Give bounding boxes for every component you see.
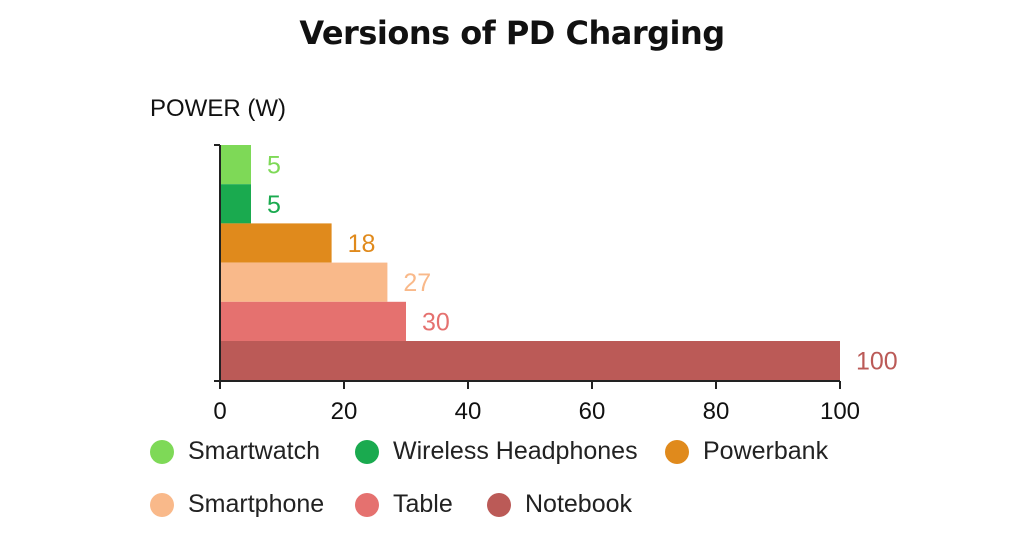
legend-label: Table bbox=[393, 490, 453, 518]
bars-layer bbox=[220, 145, 840, 381]
legend-dot-icon bbox=[355, 439, 379, 464]
value-label: 5 bbox=[267, 152, 281, 180]
legend-item: Notebook bbox=[487, 490, 632, 519]
bar-smartphone bbox=[220, 262, 388, 302]
x-tick-label: 100 bbox=[820, 398, 860, 425]
legend-label: Notebook bbox=[525, 490, 633, 518]
legend-item: Smartwatch bbox=[150, 437, 320, 466]
axis-layer: 0 20 40 60 80 100 bbox=[213, 144, 860, 425]
legend-label: Wireless Headphones bbox=[393, 437, 638, 465]
bar-notebook bbox=[220, 341, 840, 381]
legend-item: Table bbox=[355, 490, 453, 519]
legend-item: Wireless Headphones bbox=[355, 437, 638, 466]
x-tick-label: 0 bbox=[213, 398, 226, 425]
legend-dot-icon bbox=[487, 492, 511, 517]
legend-dot-icon bbox=[665, 439, 689, 464]
value-label: 30 bbox=[422, 308, 450, 336]
value-label: 27 bbox=[403, 269, 431, 297]
bar-table bbox=[220, 301, 406, 341]
legend-item: Powerbank bbox=[665, 437, 828, 466]
x-tick-label: 60 bbox=[579, 398, 606, 425]
value-label: 5 bbox=[267, 191, 281, 219]
bar-smartwatch bbox=[220, 145, 251, 185]
x-tick-label: 80 bbox=[703, 398, 730, 425]
legend-dot-icon bbox=[150, 439, 174, 464]
bar-wireless-headphones bbox=[220, 184, 251, 224]
legend-dot-icon bbox=[150, 492, 174, 517]
bar-powerbank bbox=[220, 223, 332, 263]
x-tick-label: 40 bbox=[455, 398, 482, 425]
y-axis-label: POWER (W) bbox=[150, 95, 286, 122]
legend-label: Smartwatch bbox=[188, 437, 320, 465]
chart-title: Versions of PD Charging bbox=[299, 14, 725, 52]
legend-label: Powerbank bbox=[703, 437, 829, 465]
legend-dot-icon bbox=[355, 492, 379, 517]
value-labels-layer: 5 5 18 27 30 100 bbox=[267, 152, 898, 376]
value-label: 18 bbox=[348, 230, 376, 258]
legend-item: Smartphone bbox=[150, 490, 324, 519]
value-label: 100 bbox=[856, 348, 898, 376]
x-tick-label: 20 bbox=[331, 398, 358, 425]
legend-label: Smartphone bbox=[188, 490, 325, 518]
